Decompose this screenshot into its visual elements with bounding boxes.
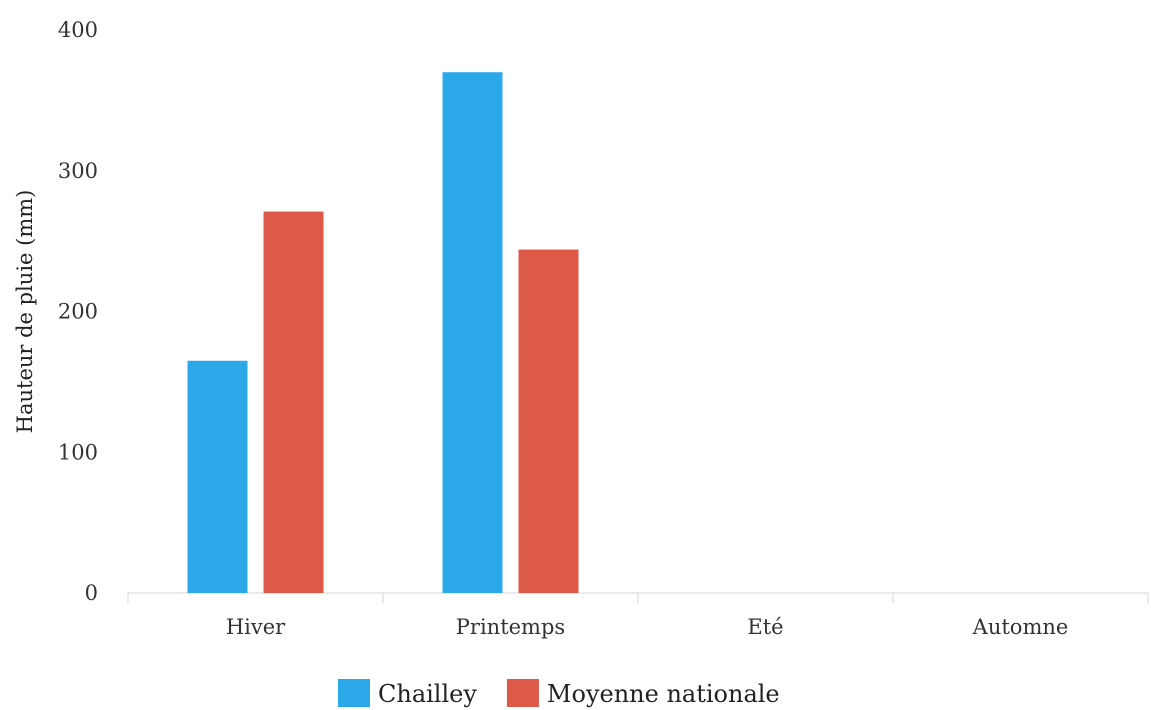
x-tick-label-3: Automne — [972, 615, 1069, 639]
bar-chailley-hiver — [187, 360, 248, 593]
legend-label-0: Chailley — [378, 680, 477, 708]
legend-swatch-0 — [338, 679, 370, 707]
bar-chailley-printemps — [442, 72, 503, 594]
x-axis: Hiver Printemps Eté Automne — [127, 592, 1149, 639]
bar-moyenne-nationale-printemps — [518, 249, 579, 593]
legend-swatch-1 — [506, 679, 539, 707]
bars-group — [187, 72, 579, 594]
y-tick-label-3: 300 — [58, 159, 98, 183]
bar-moyenne-nationale-hiver — [263, 211, 324, 593]
y-tick-label-1: 100 — [58, 440, 98, 464]
y-tick-label-4: 400 — [58, 18, 98, 42]
x-tick-label-1: Printemps — [456, 615, 565, 639]
y-axis-title: Hauteur de pluie (mm) — [13, 190, 37, 434]
y-tick-label-0: 0 — [85, 581, 98, 605]
y-axis-ticks: 0 100 200 300 400 — [58, 18, 98, 605]
y-tick-label-2: 200 — [58, 300, 98, 324]
x-tick-label-2: Eté — [747, 615, 783, 639]
x-tick-label-0: Hiver — [226, 615, 286, 639]
legend-label-1: Moyenne nationale — [547, 680, 780, 708]
legend: Chailley Moyenne nationale — [338, 679, 780, 708]
